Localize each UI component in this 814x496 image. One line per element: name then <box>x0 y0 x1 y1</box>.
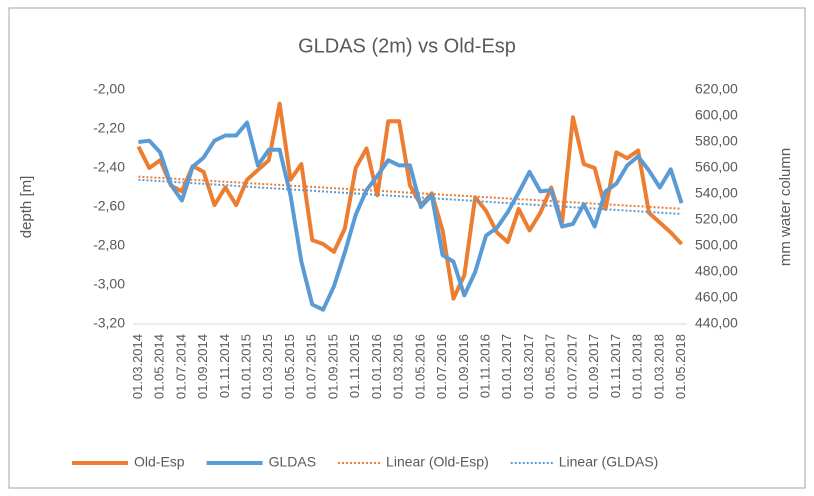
chart-title: GLDAS (2m) vs Old-Esp <box>298 35 516 57</box>
x-tick-label: 01.01.2015 <box>238 334 253 399</box>
y2-tick-label: 500,00 <box>695 237 738 253</box>
data-line <box>138 120 684 312</box>
x-tick-label: 01.09.2017 <box>586 334 601 399</box>
x-tick-label: 01.05.2014 <box>152 334 167 399</box>
x-tick-label: 01.05.2016 <box>412 334 427 399</box>
x-tick-label: 01.11.2017 <box>608 334 623 398</box>
x-tick-label: 01.03.2017 <box>521 334 536 399</box>
legend-label: Linear (Old-Esp) <box>386 454 489 470</box>
x-tick-label: 01.01.2016 <box>369 334 384 399</box>
x-tick-label: 01.09.2015 <box>325 334 340 399</box>
x-tick-label: 01.11.2015 <box>347 334 362 398</box>
x-tick-label: 01.03.2016 <box>391 334 406 399</box>
y-tick-label: -3,20 <box>93 315 125 331</box>
x-tick-label: 01.09.2016 <box>456 334 471 399</box>
trend-line <box>138 175 682 210</box>
y2-tick-label: 480,00 <box>695 263 738 279</box>
y-tick-label: -2,40 <box>93 159 125 175</box>
x-tick-label: 01.01.2017 <box>499 334 514 399</box>
y-tick-label: -2,60 <box>93 198 125 214</box>
y2-tick-label: 580,00 <box>695 133 738 149</box>
x-tick-label: 01.05.2015 <box>282 334 297 399</box>
y2-tick-label: 620,00 <box>695 81 738 97</box>
y-tick-label: -3,00 <box>93 276 125 292</box>
y2-tick-label: 560,00 <box>695 159 738 175</box>
x-tick-label: 01.07.2014 <box>173 334 188 399</box>
x-tick-label: 01.11.2014 <box>217 334 232 398</box>
trend-line <box>138 178 682 216</box>
x-tick-label: 01.05.2017 <box>543 334 558 399</box>
legend-label: Old-Esp <box>134 454 185 470</box>
y2-tick-label: 540,00 <box>695 185 738 201</box>
data-line <box>136 101 684 301</box>
x-tick-label: 01.01.2018 <box>630 334 645 399</box>
y-tick-label: -2,00 <box>93 81 125 97</box>
legend-label: GLDAS <box>269 454 316 470</box>
y2-tick-label: 520,00 <box>695 211 738 227</box>
y-tick-label: -2,80 <box>93 237 125 253</box>
x-tick-label: 01.03.2018 <box>651 334 666 399</box>
y2-tick-label: 600,00 <box>695 107 738 123</box>
chart-frame <box>8 7 806 489</box>
x-tick-label: 01.07.2016 <box>434 334 449 399</box>
x-tick-label: 01.03.2015 <box>260 334 275 399</box>
y2-tick-label: 460,00 <box>695 289 738 305</box>
x-tick-label: 01.07.2015 <box>304 334 319 399</box>
y2-axis-title: mm water column <box>777 148 794 266</box>
legend-label: Linear (GLDAS) <box>559 454 659 470</box>
y2-tick-label: 440,00 <box>695 315 738 331</box>
y-tick-label: -2,20 <box>93 120 125 136</box>
x-tick-label: 01.07.2017 <box>564 334 579 399</box>
y-axis-title: depth [m] <box>18 176 35 239</box>
x-tick-label: 01.11.2016 <box>477 334 492 398</box>
x-tick-label: 01.05.2018 <box>673 334 688 399</box>
x-tick-label: 01.09.2014 <box>195 334 210 399</box>
x-tick-label: 01.03.2014 <box>130 334 145 399</box>
